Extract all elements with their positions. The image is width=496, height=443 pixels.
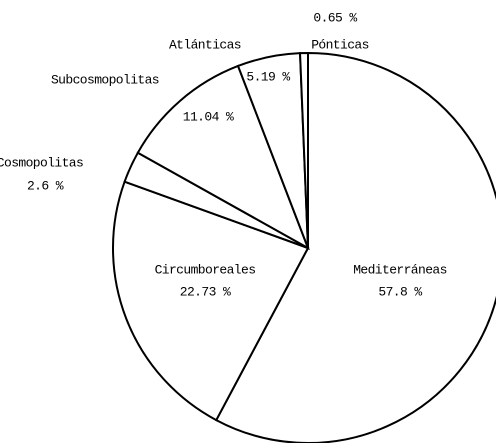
slice-label: Cosmopolitas: [0, 155, 83, 170]
value-label: 57.8 %: [378, 284, 422, 299]
slice-label: Pónticas: [311, 37, 369, 52]
value-label: 2.6 %: [27, 178, 64, 193]
pie-slice: [112, 180, 310, 422]
value-label: 22.73 %: [180, 284, 231, 299]
pie-slice: [298, 51, 309, 249]
value-label: 0.65 %: [313, 10, 357, 25]
slice-label: Circumboreales: [155, 262, 256, 277]
slice-label: Mediterráneas: [353, 262, 447, 277]
pie-slice: [136, 64, 310, 251]
value-label: 11.04 %: [183, 109, 234, 124]
value-label: 5.19 %: [246, 69, 290, 84]
slice-label: Atlánticas: [169, 37, 241, 52]
slice-label: Subcosmopolitas: [51, 72, 159, 87]
